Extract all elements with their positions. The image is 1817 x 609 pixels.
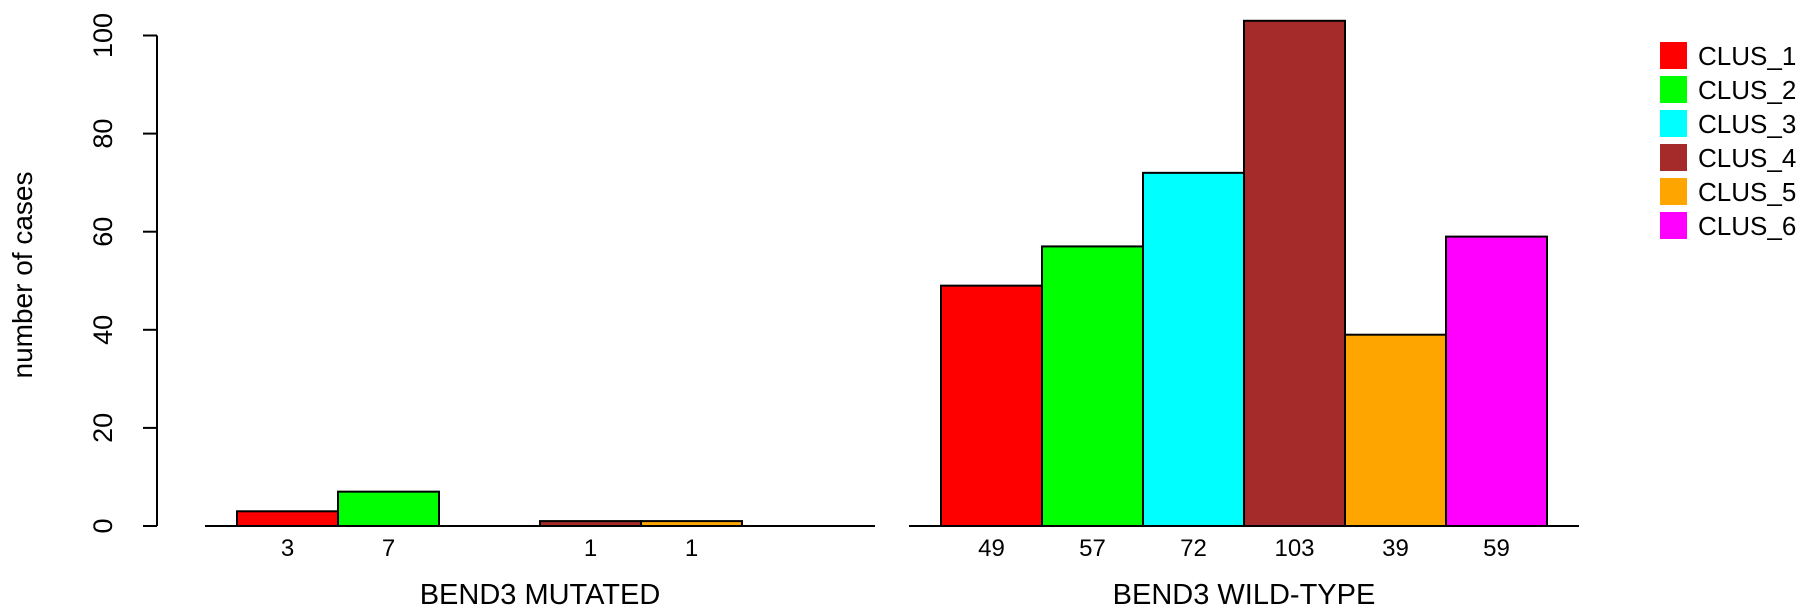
y-tick-label: 20 — [88, 413, 118, 443]
y-tick-label: 60 — [88, 217, 118, 247]
legend-label: CLUS_4 — [1698, 143, 1796, 173]
y-tick-label: 0 — [88, 518, 118, 533]
y-tick-label: 40 — [88, 315, 118, 345]
bar-value-label: 3 — [281, 535, 294, 562]
bar — [1344, 333, 1447, 527]
bar-value-label: 59 — [1483, 535, 1510, 562]
bar — [236, 510, 339, 528]
y-axis-label: number of cases — [7, 172, 38, 379]
legend-swatch — [1660, 42, 1687, 69]
legend-item: CLUS_2 — [1660, 75, 1796, 105]
bar-value-label: 1 — [685, 535, 698, 562]
y-axis: 0 20 40 60 80 100 — [88, 13, 158, 534]
bar — [640, 520, 743, 527]
legend: CLUS_1 CLUS_2 CLUS_3 CLUS_4 CLUS_5 CLUS_6 — [1660, 41, 1796, 241]
legend-label: CLUS_5 — [1698, 177, 1796, 207]
legend-item: CLUS_1 — [1660, 41, 1796, 71]
bar-value-label: 57 — [1079, 535, 1106, 562]
legend-item: CLUS_3 — [1660, 109, 1796, 139]
bar — [1243, 19, 1346, 527]
legend-label: CLUS_1 — [1698, 41, 1796, 71]
legend-swatch — [1660, 212, 1687, 239]
bar — [1041, 245, 1144, 527]
legend-swatch — [1660, 144, 1687, 171]
bar-group: 49 57 72 103 39 59 BEND3 WILD-TYPE — [909, 19, 1579, 609]
bar — [1142, 171, 1245, 527]
bar — [940, 284, 1043, 527]
bar — [337, 490, 440, 528]
group-label: BEND3 WILD-TYPE — [1113, 579, 1376, 609]
legend-label: CLUS_3 — [1698, 109, 1796, 139]
bar-value-label: 72 — [1180, 535, 1207, 562]
legend-swatch — [1660, 76, 1687, 103]
group-label: BEND3 MUTATED — [420, 579, 661, 609]
legend-label: CLUS_6 — [1698, 211, 1796, 241]
legend-label: CLUS_2 — [1698, 75, 1796, 105]
legend-swatch — [1660, 110, 1687, 137]
bar-value-label: 103 — [1274, 535, 1314, 562]
bar-value-label: 7 — [382, 535, 395, 562]
bar — [1445, 235, 1548, 527]
y-tick-label: 80 — [88, 119, 118, 149]
bar — [539, 520, 642, 527]
bar-value-label: 39 — [1382, 535, 1409, 562]
y-tick-label: 100 — [88, 13, 118, 58]
bar-value-label: 49 — [978, 535, 1005, 562]
legend-swatch — [1660, 178, 1687, 205]
legend-item: CLUS_4 — [1660, 143, 1796, 173]
bar-value-label: 1 — [584, 535, 597, 562]
legend-item: CLUS_6 — [1660, 211, 1796, 241]
legend-item: CLUS_5 — [1660, 177, 1796, 207]
